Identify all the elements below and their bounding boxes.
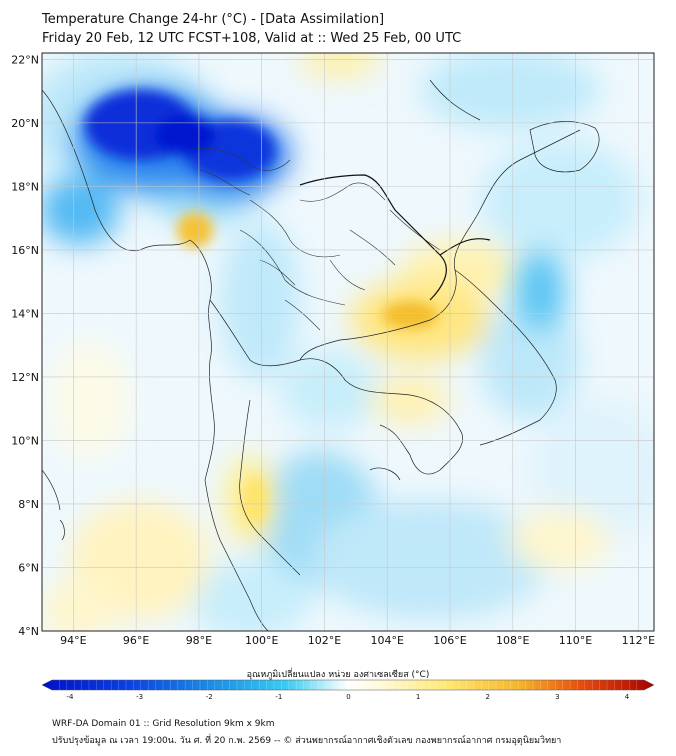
- y-tick-label: 4°N: [18, 625, 39, 638]
- colorbar-labels: -4 -3 -2 -1 0 1 2 3 4: [67, 693, 630, 701]
- x-tick-label: 96°E: [123, 634, 149, 647]
- x-tick-label: 98°E: [186, 634, 212, 647]
- temperature-field: [42, 53, 654, 631]
- colorbar-label: -3: [136, 693, 143, 701]
- x-axis-ticks: 94°E 96°E 98°E 100°E 102°E 104°E 106°E 108°E 110…: [60, 634, 655, 647]
- y-tick-label: 12°N: [11, 371, 39, 384]
- x-tick-label: 104°E: [371, 634, 404, 647]
- y-tick-label: 22°N: [11, 53, 39, 66]
- footer-line-2: ปรับปรุงข้อมูล ณ เวลา 19:00น. วัน ศ. ที่…: [52, 736, 562, 746]
- y-tick-label: 10°N: [11, 434, 39, 447]
- x-tick-label: 94°E: [60, 634, 86, 647]
- x-tick-label: 106°E: [433, 634, 466, 647]
- colorbar-label: 1: [416, 693, 420, 701]
- y-tick-label: 6°N: [18, 561, 39, 574]
- country-borders: [299, 174, 491, 301]
- colorbar-label: 3: [555, 693, 559, 701]
- colorbar-label: -4: [67, 693, 75, 701]
- y-tick-label: 18°N: [11, 180, 39, 193]
- colorbar-gradient: [41, 679, 655, 691]
- x-tick-label: 102°E: [308, 634, 341, 647]
- admin-borders: [189, 147, 441, 331]
- x-tick-label: 108°E: [496, 634, 529, 647]
- colorbar-label: 4: [625, 693, 630, 701]
- x-tick-label: 100°E: [245, 634, 278, 647]
- x-tick-label: 110°E: [559, 634, 592, 647]
- chart-title: Temperature Change 24-hr (°C) - [Data As…: [42, 12, 385, 27]
- colorbar: -4 -3 -2 -1 0 1 2 3 4: [41, 679, 655, 701]
- colorbar-label: -2: [206, 693, 213, 701]
- y-axis-ticks: 4°N 6°N 8°N 10°N 12°N 14°N 16°N 18°N 20°N 22°N: [11, 53, 39, 638]
- y-tick-label: 8°N: [18, 498, 39, 511]
- plot-frame: [41, 52, 655, 632]
- coastlines: [42, 79, 600, 631]
- y-tick-label: 20°N: [11, 117, 39, 130]
- colorbar-title: อุณหภูมิเปลี่ยนแปลง หน่วย องศาเซลเซียส (…: [246, 670, 430, 680]
- y-tick-label: 14°N: [11, 307, 39, 320]
- x-tick-label: 112°E: [622, 634, 655, 647]
- colorbar-label: 2: [486, 693, 490, 701]
- colorbar-label: 0: [346, 693, 350, 701]
- y-tick-label: 16°N: [11, 244, 39, 257]
- gridlines: [42, 53, 654, 632]
- colorbar-label: -1: [275, 693, 282, 701]
- footer-line-1: WRF-DA Domain 01 :: Grid Resolution 9km …: [52, 719, 275, 729]
- chart-subtitle: Friday 20 Feb, 12 UTC FCST+108, Valid at…: [42, 31, 462, 46]
- colorbar-steps: [59, 680, 637, 690]
